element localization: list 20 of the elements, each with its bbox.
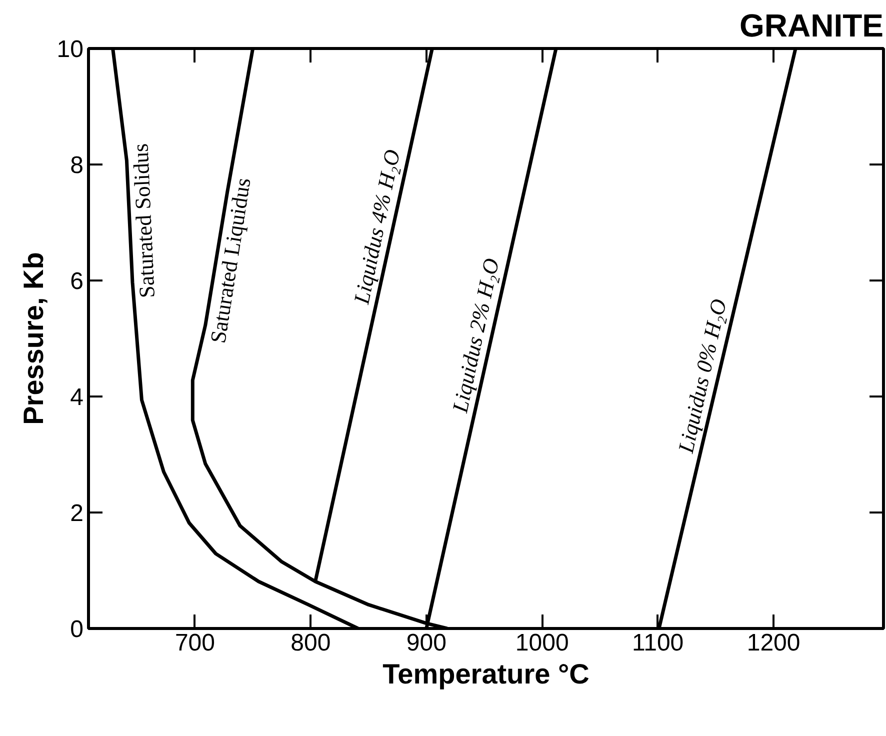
x-axis-title: Temperature °C [382, 658, 590, 690]
y-tick-label: 8 [70, 152, 84, 179]
y-tick-label: 2 [70, 500, 84, 527]
y-axis-title: Pressure, Kb [18, 252, 49, 425]
chart-title: GRANITE [740, 8, 884, 44]
text: Saturated Liquidus [205, 176, 256, 345]
x-tick-label: 1200 [746, 630, 800, 656]
y-tick-label: 10 [56, 36, 84, 63]
x-tick-label: 800 [290, 630, 331, 656]
y-tick-label: 0 [70, 616, 84, 643]
x-tick-label: 900 [406, 630, 446, 656]
x-tick-label: 700 [174, 630, 215, 656]
text: Liquidus 2% H₂O [446, 256, 504, 416]
x-tick-label: 1000 [515, 630, 569, 656]
text: Liquidus 0% H₂O [672, 296, 732, 456]
y-tick-label: 4 [70, 384, 84, 411]
x-tick-label: 1100 [632, 630, 684, 656]
text: Saturated Solidus [128, 142, 160, 299]
y-tick-label: 6 [70, 268, 84, 295]
text: Liquidus 4% H₂O [348, 147, 405, 307]
